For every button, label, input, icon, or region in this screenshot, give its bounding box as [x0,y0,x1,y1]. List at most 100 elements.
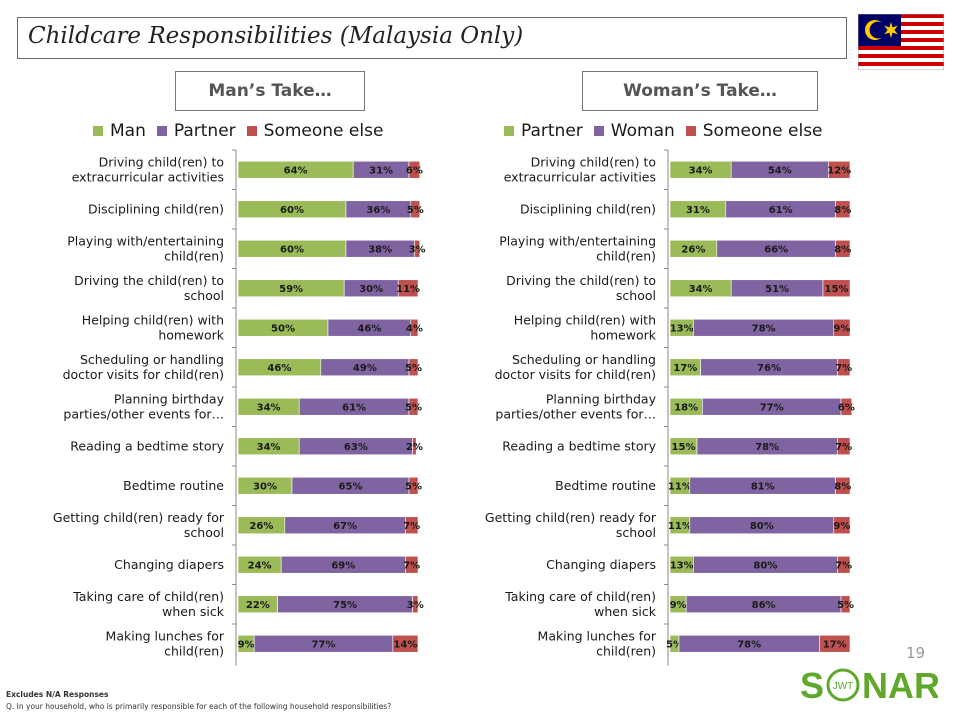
bar-segment [828,160,851,179]
malaysia-flag-icon [858,14,944,70]
data-label: 9% [670,600,687,611]
data-label: 17% [823,639,847,650]
bar-segment [408,358,419,377]
data-label: 11% [668,481,692,492]
category-label: Driving child(ren) to extracurricular act… [72,154,224,184]
data-label: 30% [359,284,383,295]
data-label: 78% [737,639,761,650]
data-label: 11% [396,284,420,295]
data-label: 17% [673,363,697,374]
category-label-line: when sick [162,604,225,619]
legend-item: Partner [156,121,236,141]
data-label: 13% [670,323,694,334]
womans-take-chart: Driving child(ren) to extracurricular act… [485,149,855,666]
category-label: Bedtime routine [123,478,224,493]
data-label: 24% [248,560,272,571]
page-title: Childcare Responsibilities (Malaysia Onl… [28,23,524,49]
data-label: 61% [342,402,366,413]
category-label-line: Taking care of child(ren) [504,589,656,604]
legend-label: Someone else [263,121,384,141]
data-label: 64% [284,165,308,176]
category-label: Scheduling or handling doctor visits for … [63,352,224,382]
data-label: 9% [238,639,255,650]
data-label: 7% [835,442,852,453]
legend-label: Someone else [702,121,823,141]
category-label-line: Scheduling or handling [80,352,224,367]
bar-segment [840,595,851,614]
category-label-line: doctor visits for child(ren) [495,367,656,382]
footnote-excludes: Excludes N/A Responses [6,690,109,699]
category-label: Getting child(ren) ready for school [53,510,225,540]
legend-label: Man [110,121,146,141]
data-label: 15% [672,442,696,453]
legend-item: Someone else [246,121,384,141]
legend-swatch [504,126,514,136]
data-label: 80% [753,560,777,571]
bar-segment [835,476,851,495]
category-label: Changing diapers [546,557,656,572]
mans-take-heading: Man’s Take… [175,71,365,111]
category-label-line: Planning birthday [114,391,225,406]
category-label: Getting child(ren) ready for school [485,510,657,540]
data-label: 81% [751,481,775,492]
legend-swatch [156,126,167,136]
category-label: Planning birthday parties/other events fo… [63,391,224,421]
legend-item: Woman [593,121,675,141]
legend-item: Man [93,121,146,141]
category-label-line: Making lunches for [538,628,657,643]
legend-item: Someone else [685,121,823,141]
data-label: 5% [407,205,424,216]
category-label: Reading a bedtime story [70,438,224,453]
data-label: 50% [271,323,295,334]
data-label: 60% [280,244,304,255]
category-label: Bedtime routine [555,478,656,493]
data-label: 46% [267,363,291,374]
bar-segment [837,555,851,574]
category-label: Scheduling or handling doctor visits for … [495,352,656,382]
category-label-line: Making lunches for [106,628,225,643]
title-box: Childcare Responsibilities (Malaysia Onl… [17,17,847,59]
data-label: 3% [409,244,426,255]
bar-segment [833,318,851,337]
category-label-line: parties/other events for… [63,406,224,421]
data-label: 7% [403,560,420,571]
category-label: Making lunches for child(ren) [106,628,225,658]
womans-take-heading: Woman’s Take… [582,71,818,111]
category-label-line: extracurricular activities [72,169,224,184]
category-label-line: Taking care of child(ren) [72,589,224,604]
category-label-line: child(ren) [164,643,224,658]
category-label-line: Bedtime routine [555,478,656,493]
data-label: 5% [837,600,854,611]
data-label: 31% [369,165,393,176]
legend-label: Partner [173,121,236,141]
bar-segment [833,516,851,535]
category-label-line: Changing diapers [546,557,656,572]
logo-ring-text: JWT [833,681,854,692]
category-label: Making lunches for child(ren) [538,628,657,658]
data-label: 7% [835,363,852,374]
category-label: Taking care of child(ren) when sick [72,589,225,619]
data-label: 75% [333,600,357,611]
data-label: 78% [752,323,776,334]
category-label: Playing with/entertaining child(ren) [67,233,224,263]
legend-label: Partner [521,121,583,141]
data-label: 13% [670,560,694,571]
bar-segment [822,279,851,298]
category-label-line: Getting child(ren) ready for [53,510,225,525]
category-label: Playing with/entertaining child(ren) [499,233,656,263]
data-label: 8% [834,205,851,216]
data-label: 5% [405,402,422,413]
data-label: 18% [674,402,698,413]
bar-segment [397,279,419,298]
legend-swatch [93,126,103,136]
logo-text-left: S [800,665,824,706]
data-label: 26% [249,521,273,532]
data-label: 49% [353,363,377,374]
data-label: 54% [768,165,792,176]
data-label: 31% [686,205,710,216]
data-label: 9% [833,521,850,532]
bar-segment [819,634,851,653]
legend-swatch [246,126,257,136]
category-label-line: Playing with/entertaining [67,233,224,248]
category-label-line: Scheduling or handling [512,352,656,367]
